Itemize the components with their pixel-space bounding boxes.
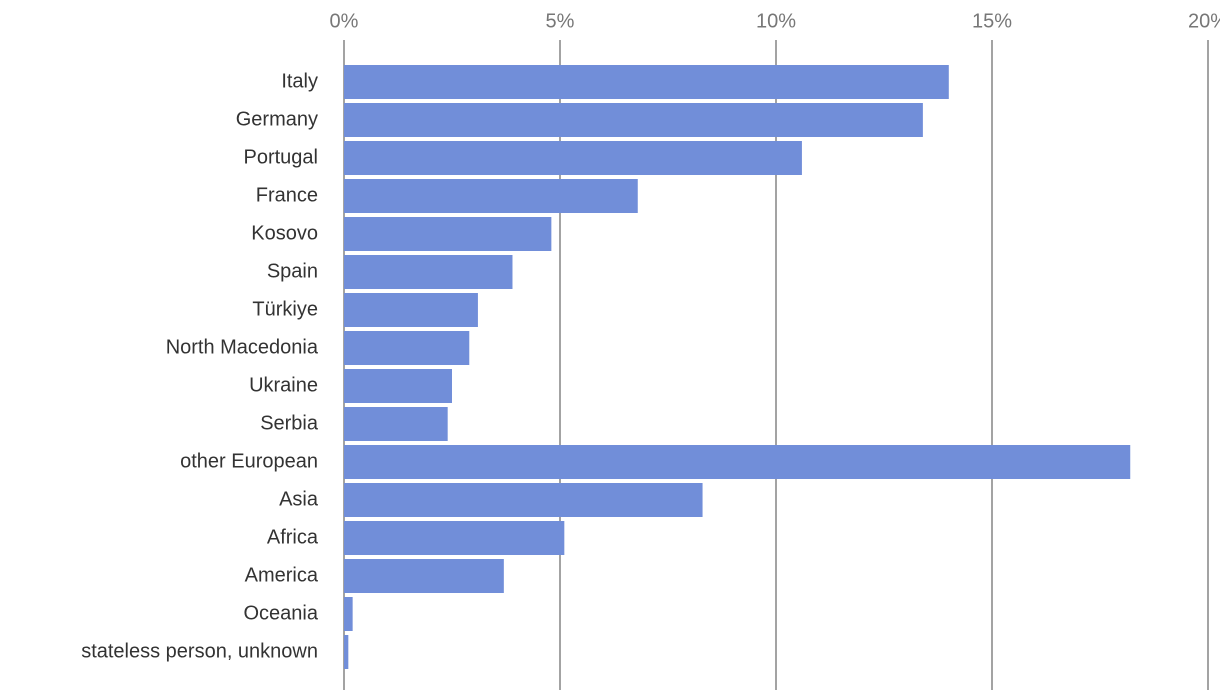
bar [344, 255, 513, 289]
bar [344, 141, 802, 175]
bar [344, 331, 470, 365]
y-tick-label: Türkiye [252, 298, 318, 320]
y-tick-label: Germany [236, 108, 318, 130]
y-tick-label: Ukraine [249, 374, 318, 396]
x-tick-label: 15% [972, 10, 1012, 32]
y-tick-label: Africa [267, 526, 319, 548]
bar [344, 293, 478, 327]
bar [344, 179, 638, 213]
x-tick-label: 10% [756, 10, 796, 32]
bar [344, 597, 353, 631]
bar [344, 445, 1131, 479]
bar [344, 369, 452, 403]
y-tick-label: Kosovo [251, 222, 318, 244]
bar [344, 521, 565, 555]
bar [344, 65, 949, 99]
y-tick-label: Italy [281, 70, 318, 92]
y-tick-label: Portugal [244, 146, 319, 168]
x-tick-label: 20% [1188, 10, 1220, 32]
bar [344, 407, 448, 441]
y-tick-label: France [256, 184, 318, 206]
bar [344, 559, 504, 593]
y-tick-label: Serbia [260, 412, 319, 434]
y-tick-label: Spain [267, 260, 318, 282]
bar [344, 483, 703, 517]
y-tick-label: Asia [279, 488, 319, 510]
bar [344, 635, 349, 669]
y-tick-label: Oceania [244, 602, 319, 624]
y-tick-label: North Macedonia [166, 336, 319, 358]
y-tick-label: stateless person, unknown [81, 640, 318, 662]
x-tick-label: 0% [330, 10, 359, 32]
bar [344, 217, 552, 251]
x-tick-label: 5% [546, 10, 575, 32]
bar [344, 103, 923, 137]
y-tick-label: America [245, 564, 319, 586]
y-tick-label: other European [180, 450, 318, 472]
